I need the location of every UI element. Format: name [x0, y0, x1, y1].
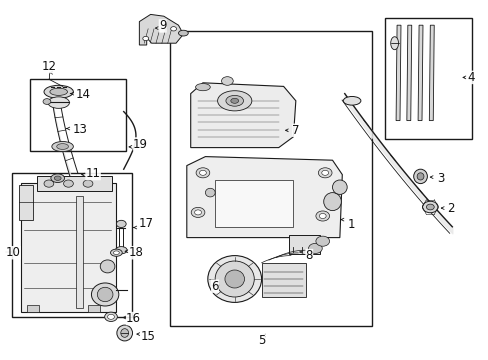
- Ellipse shape: [97, 287, 113, 302]
- Ellipse shape: [52, 141, 73, 152]
- Ellipse shape: [63, 180, 73, 187]
- Text: 15: 15: [141, 330, 155, 343]
- Polygon shape: [406, 25, 411, 121]
- Text: 11: 11: [85, 167, 101, 180]
- Ellipse shape: [319, 213, 325, 219]
- Ellipse shape: [321, 170, 328, 175]
- Text: 13: 13: [72, 123, 87, 136]
- Ellipse shape: [57, 144, 68, 149]
- Ellipse shape: [191, 207, 204, 217]
- Ellipse shape: [110, 249, 122, 256]
- Text: 18: 18: [128, 246, 143, 259]
- Text: 2: 2: [447, 202, 454, 215]
- Ellipse shape: [194, 210, 201, 215]
- Ellipse shape: [51, 174, 64, 183]
- Bar: [385, 18, 471, 139]
- Ellipse shape: [107, 314, 114, 319]
- Ellipse shape: [196, 168, 209, 178]
- Bar: [19, 185, 33, 220]
- Ellipse shape: [43, 99, 51, 104]
- Ellipse shape: [332, 180, 346, 194]
- Ellipse shape: [83, 180, 93, 187]
- Ellipse shape: [230, 98, 238, 103]
- Ellipse shape: [422, 201, 437, 213]
- Ellipse shape: [199, 170, 206, 175]
- Polygon shape: [190, 83, 295, 148]
- Ellipse shape: [117, 325, 132, 341]
- Ellipse shape: [318, 168, 331, 178]
- Ellipse shape: [115, 247, 127, 254]
- Ellipse shape: [121, 329, 128, 337]
- Text: 10: 10: [6, 246, 20, 259]
- Ellipse shape: [315, 211, 329, 221]
- Text: 3: 3: [436, 172, 443, 185]
- Ellipse shape: [54, 176, 61, 180]
- Polygon shape: [417, 25, 422, 121]
- Ellipse shape: [116, 220, 126, 228]
- Text: 19: 19: [133, 138, 148, 150]
- Ellipse shape: [48, 97, 69, 108]
- Ellipse shape: [343, 96, 360, 105]
- Polygon shape: [395, 25, 400, 121]
- Ellipse shape: [195, 84, 210, 91]
- Ellipse shape: [205, 188, 215, 197]
- Bar: [288, 235, 320, 254]
- Ellipse shape: [142, 36, 148, 41]
- Ellipse shape: [104, 312, 117, 321]
- Ellipse shape: [113, 251, 119, 255]
- Polygon shape: [186, 157, 342, 238]
- Ellipse shape: [215, 261, 254, 297]
- Ellipse shape: [178, 30, 188, 36]
- Text: 8: 8: [305, 249, 312, 262]
- Bar: [37, 176, 112, 191]
- Text: 14: 14: [76, 88, 91, 101]
- Ellipse shape: [315, 236, 329, 246]
- Bar: [170, 31, 371, 326]
- Bar: [215, 180, 293, 227]
- Polygon shape: [139, 14, 183, 45]
- Bar: [27, 305, 39, 312]
- Ellipse shape: [170, 27, 176, 31]
- Ellipse shape: [413, 169, 427, 184]
- Text: 17: 17: [138, 217, 153, 230]
- Text: 9: 9: [159, 19, 166, 32]
- Ellipse shape: [50, 88, 67, 95]
- Ellipse shape: [308, 243, 322, 253]
- Polygon shape: [428, 25, 433, 121]
- Text: 16: 16: [126, 312, 141, 325]
- Bar: [12, 173, 132, 317]
- Bar: [76, 196, 83, 308]
- Ellipse shape: [91, 283, 119, 306]
- Ellipse shape: [323, 193, 341, 211]
- Text: 5: 5: [257, 334, 265, 347]
- Bar: [88, 305, 100, 312]
- Ellipse shape: [100, 260, 115, 273]
- Text: 7: 7: [292, 124, 299, 137]
- Ellipse shape: [217, 91, 251, 111]
- Text: 4: 4: [466, 71, 473, 84]
- Ellipse shape: [207, 256, 261, 302]
- Ellipse shape: [225, 95, 243, 106]
- Bar: [30, 79, 125, 151]
- Text: 12: 12: [41, 60, 56, 73]
- Text: 6: 6: [211, 280, 218, 293]
- Ellipse shape: [224, 270, 244, 288]
- Ellipse shape: [221, 77, 233, 85]
- Bar: [20, 183, 116, 312]
- Ellipse shape: [416, 173, 423, 180]
- Text: 1: 1: [346, 219, 354, 231]
- Bar: [261, 263, 305, 297]
- Ellipse shape: [426, 204, 433, 210]
- Ellipse shape: [44, 180, 54, 187]
- Ellipse shape: [390, 37, 398, 50]
- Ellipse shape: [44, 85, 73, 98]
